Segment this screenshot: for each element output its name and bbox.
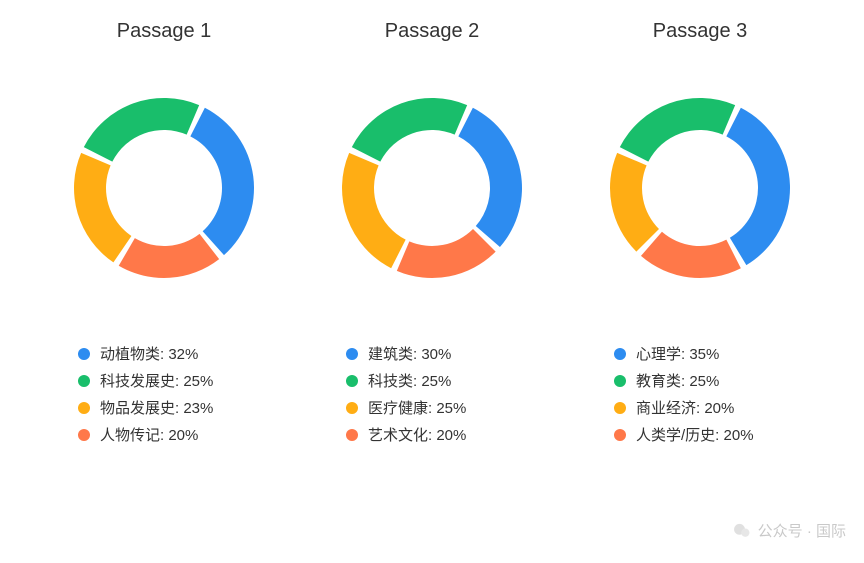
legend: 建筑类: 30% 科技类: 25% 医疗健康: 25% 艺术文化: 20% [298,343,466,451]
legend-item: 动植物类: 32% [78,343,213,364]
legend-item: 科技类: 25% [346,370,466,391]
donut-chart [337,93,527,283]
legend-label: 教育类: 25% [636,370,719,391]
legend-swatch [346,375,358,387]
donut-slice [726,108,790,265]
donut-slice [620,98,735,162]
legend-item: 商业经济: 20% [614,397,754,418]
wechat-icon [732,521,752,541]
legend-item: 人物传记: 20% [78,424,213,445]
legend-swatch [78,429,90,441]
chart-title: Passage 3 [653,20,748,43]
legend-label: 人类学/历史: 20% [636,424,754,445]
legend-label: 艺术文化: 20% [368,424,466,445]
donut-slice [352,98,467,162]
legend-swatch [346,429,358,441]
legend-item: 心理学: 35% [614,343,754,364]
legend-swatch [614,402,626,414]
legend-item: 医疗健康: 25% [346,397,466,418]
chart-column: Passage 1 动植物类: 32% 科技发展史: 25% 物品发展史: 23% 人物… [30,20,298,451]
legend-swatch [614,348,626,360]
legend-swatch [346,402,358,414]
donut-slice [74,153,131,263]
donut-slice [84,98,199,162]
donut-slice [342,153,406,268]
legend-label: 心理学: 35% [636,343,719,364]
legend-label: 人物传记: 20% [100,424,198,445]
chart-column: Passage 3 心理学: 35% 教育类: 25% 商业经济: 20% 人类学/历史… [566,20,834,451]
donut-chart [69,93,259,283]
donut-slice [641,232,741,278]
legend-item: 科技发展史: 25% [78,370,213,391]
legend: 动植物类: 32% 科技发展史: 25% 物品发展史: 23% 人物传记: 20% [30,343,213,451]
watermark: 公众号 · 国际 [732,520,846,541]
donut-slice [119,234,219,278]
donut-slice [190,108,254,255]
legend-swatch [614,429,626,441]
legend-item: 物品发展史: 23% [78,397,213,418]
legend-swatch [78,375,90,387]
legend-label: 科技类: 25% [368,370,451,391]
legend-swatch [346,348,358,360]
legend-item: 人类学/历史: 20% [614,424,754,445]
legend-swatch [78,402,90,414]
legend-label: 建筑类: 30% [368,343,451,364]
legend-item: 教育类: 25% [614,370,754,391]
legend-label: 商业经济: 20% [636,397,734,418]
legend-label: 物品发展史: 23% [100,397,213,418]
donut-slice [397,229,496,278]
chart-title: Passage 2 [385,20,480,43]
legend-label: 医疗健康: 25% [368,397,466,418]
legend-swatch [614,375,626,387]
watermark-text: 公众号 · 国际 [758,520,846,541]
charts-row: Passage 1 动植物类: 32% 科技发展史: 25% 物品发展史: 23% 人物… [0,0,864,451]
donut-slice [458,108,522,247]
legend-label: 动植物类: 32% [100,343,198,364]
donut-slice [610,153,659,252]
legend-label: 科技发展史: 25% [100,370,213,391]
legend: 心理学: 35% 教育类: 25% 商业经济: 20% 人类学/历史: 20% [566,343,754,451]
chart-column: Passage 2 建筑类: 30% 科技类: 25% 医疗健康: 25% 艺术文化: … [298,20,566,451]
chart-title: Passage 1 [117,20,212,43]
legend-item: 建筑类: 30% [346,343,466,364]
legend-item: 艺术文化: 20% [346,424,466,445]
legend-swatch [78,348,90,360]
donut-chart [605,93,795,283]
